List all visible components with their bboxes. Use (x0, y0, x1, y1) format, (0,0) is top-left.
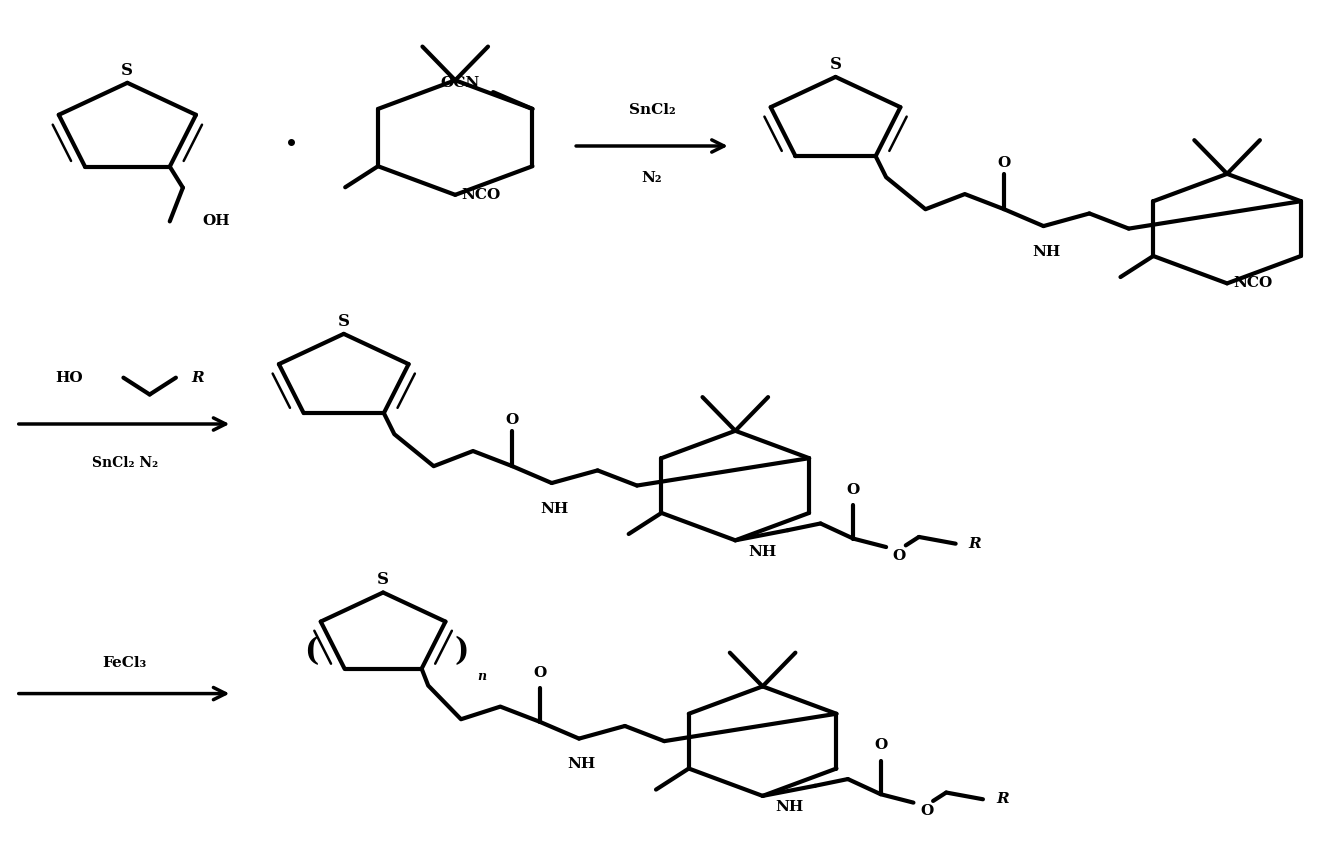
Text: NH: NH (568, 757, 595, 771)
Text: NH: NH (1033, 244, 1060, 259)
Text: ): ) (454, 636, 469, 667)
Text: R: R (192, 371, 204, 385)
Text: O: O (997, 156, 1010, 170)
Text: O: O (506, 413, 519, 427)
Text: NH: NH (748, 544, 777, 559)
Text: O: O (893, 549, 906, 563)
Text: NH: NH (776, 801, 803, 814)
Text: S: S (830, 56, 842, 73)
Text: R: R (969, 537, 981, 550)
Text: SnCl₂: SnCl₂ (628, 103, 676, 116)
Text: O: O (921, 804, 934, 818)
Text: NH: NH (540, 501, 569, 516)
Text: n: n (478, 670, 487, 683)
Text: (: ( (304, 636, 319, 667)
Text: NCO: NCO (1234, 276, 1274, 290)
Text: O: O (874, 738, 888, 752)
Text: R: R (996, 792, 1009, 806)
Text: S: S (337, 313, 350, 330)
Text: SnCl₂ N₂: SnCl₂ N₂ (92, 456, 158, 470)
Text: S: S (377, 572, 389, 589)
Text: O: O (533, 666, 547, 679)
Text: FeCl₃: FeCl₃ (103, 656, 148, 670)
Text: HO: HO (55, 371, 83, 385)
Text: S: S (121, 62, 133, 79)
Text: OCN: OCN (441, 76, 479, 91)
Text: O: O (847, 483, 860, 497)
Text: N₂: N₂ (641, 171, 662, 185)
Text: OH: OH (203, 215, 230, 228)
Text: NCO: NCO (462, 188, 500, 202)
